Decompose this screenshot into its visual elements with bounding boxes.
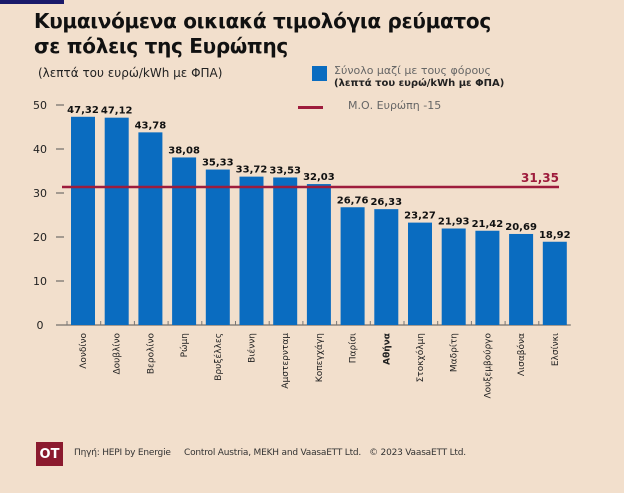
bar-value-label: 18,92: [539, 230, 571, 241]
unit-label: (λεπτά του ευρώ/kWh με ΦΠΑ): [38, 66, 223, 80]
category-label: Λουξεμβούργο: [482, 333, 493, 399]
bar: [408, 222, 432, 325]
bar-value-label: 47,12: [101, 106, 133, 117]
category-label: Ρώμη: [179, 333, 190, 357]
title-line-2: σε πόλεις της Ευρώπης: [34, 34, 288, 58]
bar: [71, 116, 95, 326]
bar: [441, 228, 466, 325]
average-value-label: 31,35: [521, 171, 559, 185]
bar: [340, 207, 365, 325]
source-note: Πηγή: HEPI by Energie Control Austria, M…: [74, 448, 466, 458]
bar-value-label: 35,33: [202, 158, 234, 169]
category-label: Στοκχόλμη: [415, 333, 426, 382]
y-tick-label: 10: [33, 275, 47, 288]
category-label: Ελσίνκι: [551, 333, 561, 366]
bar: [138, 132, 163, 325]
category-label: Βρυξέλλες: [213, 333, 224, 381]
legend-bars-sublabel: (λεπτά του ευρώ/kWh με ΦΠΑ): [334, 78, 505, 89]
legend-swatch-average-line: [298, 106, 323, 109]
bar-value-label: 26,33: [370, 197, 402, 208]
bar: [374, 209, 399, 325]
bar-value-label: 33,72: [236, 165, 268, 176]
bar: [475, 230, 500, 325]
category-label: Βιέννη: [247, 333, 258, 363]
legend-item-average: Μ.Ο. Ευρώπη -15: [295, 99, 495, 115]
y-tick-label: 40: [33, 143, 47, 156]
category-label: Αθήνα: [382, 333, 392, 365]
ot-logo: OT: [36, 442, 63, 466]
bar-value-label: 26,76: [337, 195, 369, 206]
bar: [205, 169, 230, 325]
category-label: Μαδρίτη: [450, 333, 460, 372]
category-label: Αμστερνταμ: [281, 333, 291, 389]
bar: [104, 117, 129, 325]
y-tick-label: 30: [33, 187, 47, 200]
bar-value-label: 33,53: [269, 165, 301, 176]
y-tick-label: 0: [37, 319, 44, 332]
legend-bars-label: Σύνολο μαζί με τους φόρους: [334, 64, 492, 77]
bar: [239, 176, 264, 325]
bar-value-label: 32,03: [303, 172, 335, 183]
legend-average-label: Μ.Ο. Ευρώπη -15: [348, 99, 442, 112]
category-label: Παρίσι: [349, 333, 359, 363]
accent-bar: [0, 0, 64, 4]
bar: [542, 241, 567, 325]
y-tick-label: 20: [33, 231, 47, 244]
bar-value-label: 20,69: [505, 222, 537, 233]
category-label: Δουβλίνο: [113, 333, 123, 375]
bar-value-label: 38,08: [168, 145, 200, 156]
legend-swatch-bars: [312, 66, 327, 81]
bar-value-label: 23,27: [404, 211, 436, 222]
chart-title: Κυμαινόμενα οικιακά τιμολόγια ρεύματος σ…: [34, 9, 491, 59]
bar: [172, 157, 197, 325]
bar-value-label: 21,42: [472, 219, 504, 230]
title-line-1: Κυμαινόμενα οικιακά τιμολόγια ρεύματος: [34, 9, 491, 33]
category-label: Κοπεγχάγη: [315, 333, 325, 382]
bar: [273, 177, 298, 325]
legend-item-bars: Σύνολο μαζί με τους φόρους (λεπτά του ευ…: [312, 64, 512, 94]
bar: [306, 184, 331, 325]
y-tick-label: 50: [33, 99, 47, 112]
category-label: Λονδίνο: [79, 333, 89, 369]
category-label: Βερολίνο: [146, 333, 156, 375]
bar-value-label: 47,32: [67, 105, 99, 116]
bar-value-label: 21,93: [438, 217, 470, 228]
bar-value-label: 43,78: [135, 120, 167, 131]
category-label: Λισαβόνα: [516, 333, 527, 376]
bar: [509, 233, 534, 325]
